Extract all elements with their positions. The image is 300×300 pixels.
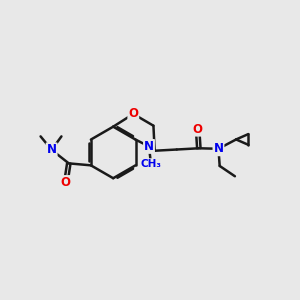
Text: O: O [193,123,202,136]
Text: N: N [144,140,154,153]
Text: N: N [46,143,57,156]
Text: CH₃: CH₃ [140,159,161,169]
Text: N: N [214,142,224,155]
Text: O: O [128,107,138,120]
Text: O: O [61,176,71,189]
